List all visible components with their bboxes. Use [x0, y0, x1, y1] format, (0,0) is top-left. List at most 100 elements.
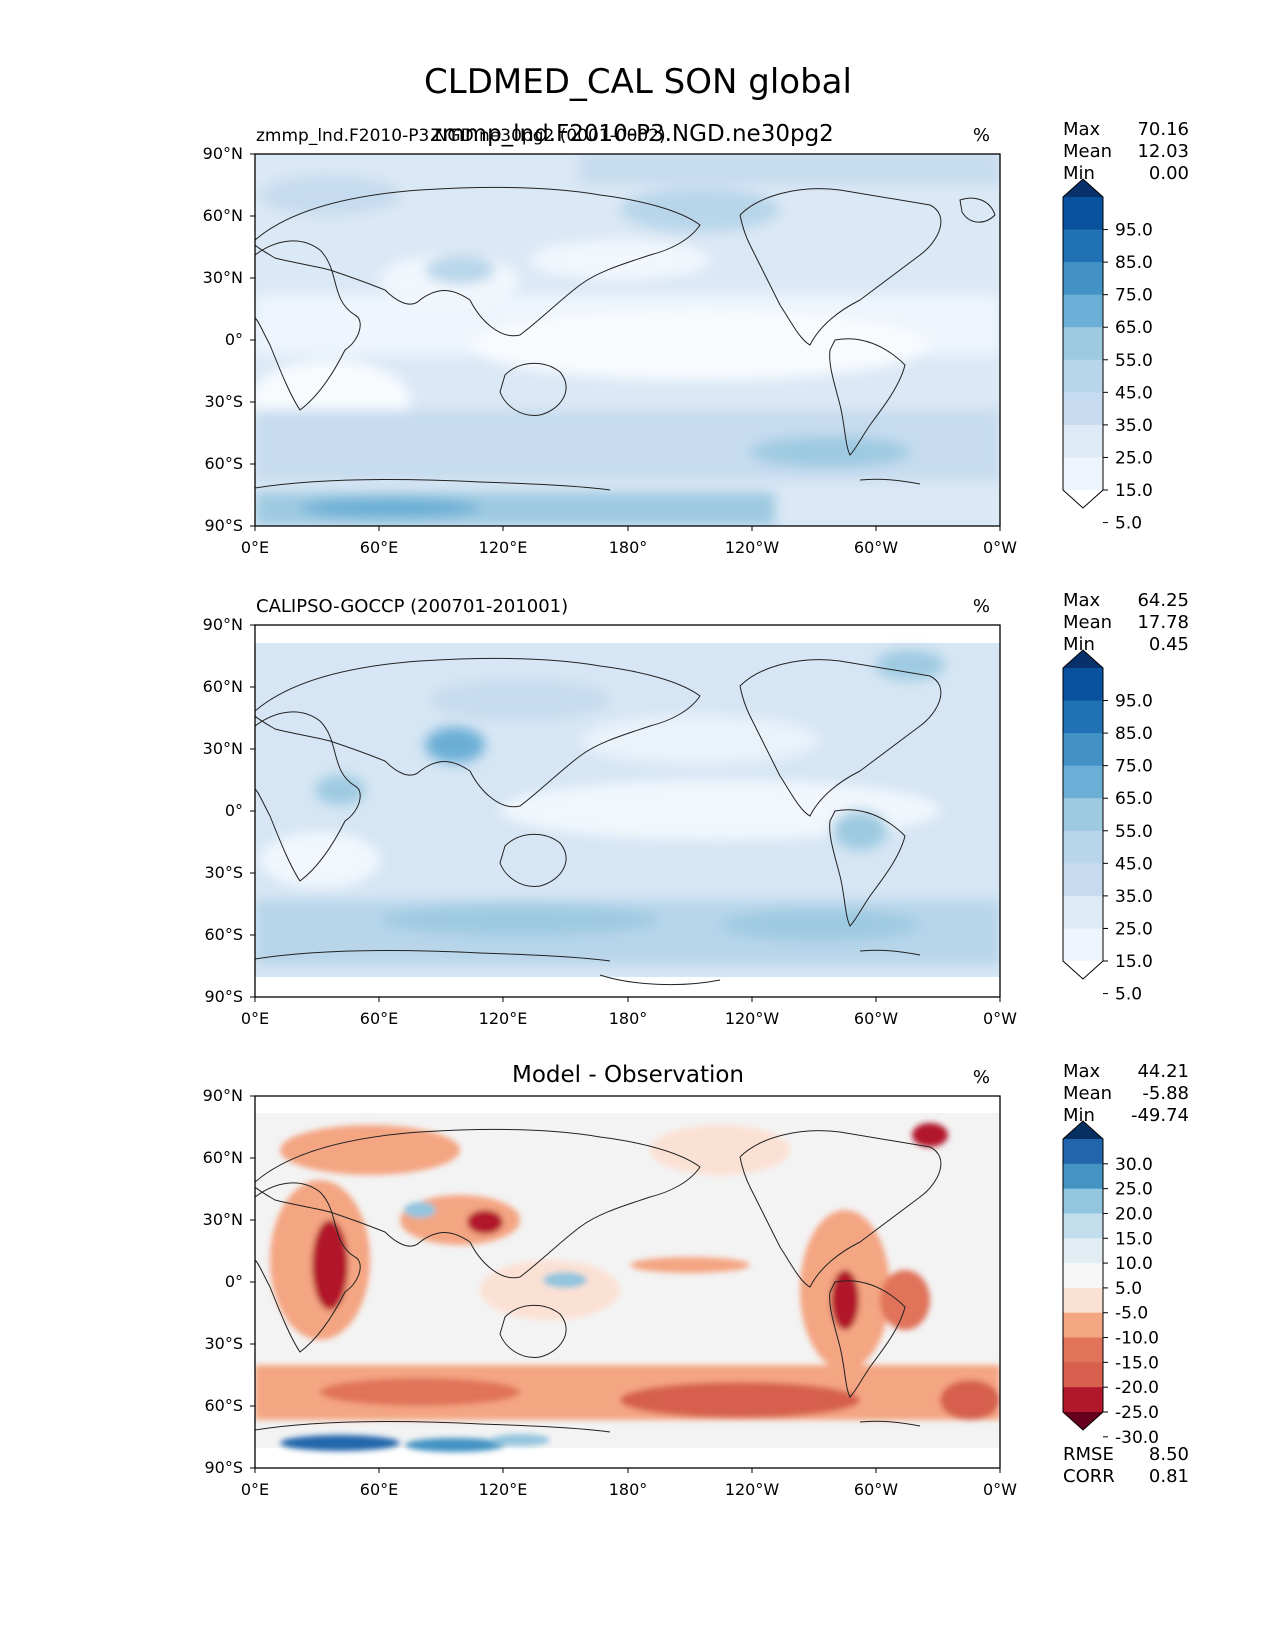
stat-value: 64.25	[1137, 590, 1189, 611]
y-tick-label: 60°N	[203, 206, 243, 225]
y-axis: 90°N 60°N 30°N 0° 30°S 60°S 90°S	[203, 144, 255, 535]
x-tick-label: 180°	[609, 538, 648, 557]
y-tick-label: 90°N	[203, 1086, 243, 1105]
colorbar-segment	[1063, 1213, 1103, 1239]
colorbar-tick-label: -10.0	[1115, 1329, 1159, 1349]
colorbar-tick-label: 25.0	[1115, 448, 1153, 468]
colorbar-segment	[1063, 830, 1103, 864]
y-tick-label: 90°S	[204, 987, 243, 1006]
y-tick-label: 30°S	[204, 1334, 243, 1353]
x-axis: 0°E 60°E 120°E 180° 120°W 60°W 0°W	[241, 526, 1017, 557]
x-tick-label: 0°E	[241, 1009, 269, 1028]
colorbar-segment	[1063, 392, 1103, 426]
colorbar-segment	[1063, 1312, 1103, 1339]
colorbar-segment	[1063, 1387, 1103, 1413]
colorbar-segment	[1063, 457, 1103, 491]
colorbar-segment	[1063, 1163, 1103, 1190]
colorbar-tick-label: 5.0	[1115, 514, 1142, 534]
colorbar-segment	[1063, 327, 1103, 361]
panel-left-title: zmmp_lnd.F2010-P3.NGD.ne30pg2 (0001-0002…	[256, 126, 666, 146]
colorbar-tick-label: 55.0	[1115, 351, 1153, 371]
colorbar-extend-max	[1063, 1121, 1103, 1139]
colorbar-segment	[1063, 733, 1103, 767]
stat-value: 0.45	[1149, 634, 1189, 655]
colorbar-segment	[1063, 798, 1103, 832]
x-tick-label: 0°E	[241, 538, 269, 557]
y-tick-label: 0°	[225, 1272, 243, 1291]
colorbar-segment	[1063, 1362, 1103, 1388]
panel-center-title: Model - Observation	[512, 1062, 744, 1088]
colorbar-tick-label: 35.0	[1115, 887, 1153, 907]
coastlines	[255, 1129, 942, 1433]
x-tick-label: 0°W	[983, 538, 1017, 557]
colorbar-segment	[1063, 262, 1103, 296]
colorbar-tick-label: 45.0	[1115, 383, 1153, 403]
colorbar-segment	[1063, 1188, 1103, 1214]
colorbar-segment	[1063, 765, 1103, 799]
y-tick-label: 90°S	[204, 516, 243, 535]
colorbar-tick-label: 10.0	[1115, 1254, 1153, 1274]
colorbar-extend-min	[1063, 1412, 1103, 1430]
colorbar-tick-label: 75.0	[1115, 757, 1153, 777]
stat-label: Max	[1063, 590, 1101, 611]
y-tick-label: 30°N	[203, 268, 243, 287]
x-tick-label: 120°E	[479, 1480, 528, 1499]
colorbar-tick-label: 65.0	[1115, 318, 1153, 338]
y-tick-label: 60°N	[203, 1148, 243, 1167]
figure-title: CLDMED_CAL SON global	[424, 62, 852, 102]
stat-value: -49.74	[1131, 1105, 1189, 1126]
y-tick-label: 30°S	[204, 863, 243, 882]
colorbar-tick-label: -5.0	[1115, 1304, 1148, 1324]
colorbar-tick-label: 15.0	[1115, 1229, 1153, 1249]
colorbar-tick-label: -15.0	[1115, 1353, 1159, 1373]
stat-value: 70.16	[1137, 119, 1189, 140]
colorbar-segment	[1063, 1139, 1103, 1165]
colorbar-segment	[1063, 424, 1103, 458]
colorbar: 95.0 85.0 75.0 65.0 55.0 45.0 35.0 25.0 15.0 5.0	[1062, 178, 1153, 534]
y-tick-label: 90°N	[203, 144, 243, 163]
panel-units: %	[973, 596, 990, 617]
colorbar-segment	[1063, 1238, 1103, 1264]
panel-diff: Model - Observation %	[203, 1061, 1189, 1499]
colorbar-tick-label: 15.0	[1115, 481, 1153, 501]
colorbar-tick-label: 75.0	[1115, 286, 1153, 306]
x-tick-label: 180°	[609, 1009, 648, 1028]
y-tick-label: 60°S	[204, 1396, 243, 1415]
error-stats: RMSE 8.50 CORR 0.81	[1063, 1444, 1189, 1487]
stat-value: -5.88	[1142, 1083, 1189, 1104]
y-tick-label: 60°N	[203, 677, 243, 696]
stats-block: Max 44.21 Mean -5.88 Min -49.74	[1063, 1061, 1189, 1126]
colorbar-tick-label: 25.0	[1115, 919, 1153, 939]
colorbar-tick-label: 15.0	[1115, 952, 1153, 972]
colorbar-tick-label: 95.0	[1115, 221, 1153, 241]
x-axis: 0°E 60°E 120°E 180° 120°W 60°W 0°W	[241, 1468, 1017, 1499]
corr-value: 0.81	[1149, 1466, 1189, 1487]
x-tick-label: 120°W	[725, 1009, 780, 1028]
stat-label: Max	[1063, 1061, 1101, 1082]
colorbar-tick-label: 45.0	[1115, 854, 1153, 874]
x-tick-label: 60°E	[360, 1009, 398, 1028]
y-tick-label: 0°	[225, 330, 243, 349]
colorbar-extend-min	[1063, 961, 1103, 979]
map-field	[255, 1096, 1000, 1468]
rmse-label: RMSE	[1063, 1444, 1114, 1465]
y-tick-label: 30°S	[204, 392, 243, 411]
colorbar-tick-label: -30.0	[1115, 1428, 1159, 1448]
stat-label: Min	[1063, 1105, 1095, 1126]
stats-block: Max 70.16 Mean 12.03 Min 0.00	[1063, 119, 1189, 184]
colorbar: 95.0 85.0 75.0 65.0 55.0 45.0 35.0 25.0 15.0 5.0	[1062, 649, 1153, 1005]
x-tick-label: 0°W	[983, 1009, 1017, 1028]
colorbar-extend-max	[1063, 179, 1103, 197]
y-axis: 90°N 60°N 30°N 0° 30°S 60°S 90°S	[203, 1086, 255, 1477]
colorbar: 30.0 25.0 20.0 15.0 10.0 5.0 -5.0 -10.0 -15.0 -20…	[1062, 1120, 1159, 1448]
stat-label: Mean	[1063, 612, 1112, 633]
y-tick-label: 0°	[225, 801, 243, 820]
stat-label: Min	[1063, 634, 1095, 655]
stat-value: 0.00	[1149, 163, 1189, 184]
x-tick-label: 120°W	[725, 1480, 780, 1499]
colorbar-tick-label: 30.0	[1115, 1155, 1153, 1175]
x-tick-label: 120°E	[479, 538, 528, 557]
x-axis: 0°E 60°E 120°E 180° 120°W 60°W 0°W	[241, 997, 1017, 1028]
rmse-value: 8.50	[1149, 1444, 1189, 1465]
